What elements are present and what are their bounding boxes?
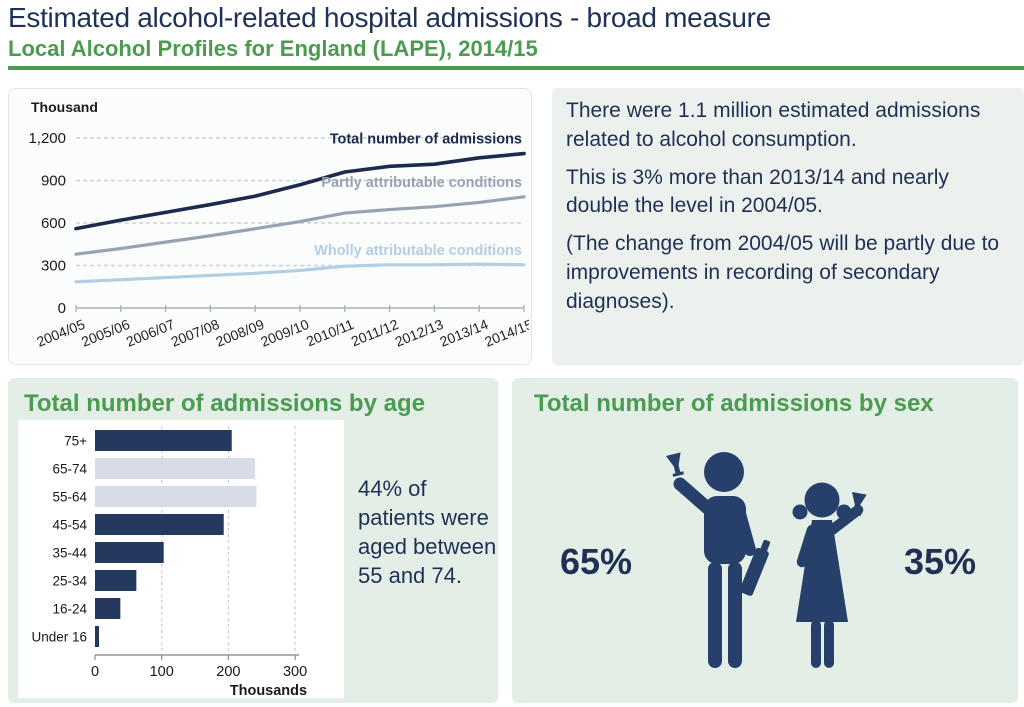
female-percentage: 35% <box>903 541 976 582</box>
svg-text:1,200: 1,200 <box>28 130 66 147</box>
svg-text:Under 16: Under 16 <box>31 630 87 645</box>
svg-text:300: 300 <box>283 664 307 680</box>
svg-text:35-44: 35-44 <box>52 546 87 561</box>
svg-text:2008/09: 2008/09 <box>213 316 266 350</box>
header-divider <box>8 66 1024 70</box>
admissions-trend-line-chart: 0 300 600 900 1,200 2004/052005/062006/072007… <box>28 130 529 350</box>
svg-text:55-64: 55-64 <box>52 490 87 505</box>
summary-panel: There were 1.1 million estimated admissi… <box>552 88 1024 365</box>
svg-text:Partly attributable conditions: Partly attributable conditions <box>321 175 522 191</box>
svg-text:2014/15: 2014/15 <box>482 316 529 350</box>
svg-text:2004/05: 2004/05 <box>34 316 87 350</box>
svg-text:2010/11: 2010/11 <box>304 316 356 349</box>
male-female-pictogram <box>666 452 867 668</box>
svg-text:900: 900 <box>41 173 66 190</box>
svg-text:Wholly attributable conditions: Wholly attributable conditions <box>314 243 522 259</box>
svg-text:2011/12: 2011/12 <box>349 316 401 349</box>
svg-text:2012/13: 2012/13 <box>393 316 446 350</box>
summary-paragraph-2: This is 3% more than 2013/14 and nearly … <box>566 165 949 218</box>
sex-panel: Total number of admissions by sex 65% 35… <box>512 378 1018 703</box>
svg-text:200: 200 <box>216 664 240 680</box>
page-title: Estimated alcohol-related hospital admis… <box>8 2 771 33</box>
svg-text:75+: 75+ <box>64 434 87 449</box>
svg-text:2005/06: 2005/06 <box>79 316 132 350</box>
page-subtitle: Local Alcohol Profiles for England (LAPE… <box>8 36 538 61</box>
svg-text:2013/14: 2013/14 <box>437 316 490 350</box>
age-bar-chart-box: 75+ 65-74 55-64 45-54 35-44 25-34 16-24 Under 1… <box>18 420 344 699</box>
male-percentage: 65% <box>560 541 633 582</box>
svg-text:65-74: 65-74 <box>52 462 87 477</box>
svg-text:Total number of admissions: Total number of admissions <box>330 132 522 148</box>
admissions-by-age-bar-chart: 75+ 65-74 55-64 45-54 35-44 25-34 16-24 Under 1… <box>31 426 307 699</box>
sex-panel-title: Total number of admissions by sex <box>534 390 934 417</box>
svg-text:2006/07: 2006/07 <box>124 316 177 350</box>
svg-text:100: 100 <box>150 664 174 680</box>
svg-text:300: 300 <box>41 258 66 275</box>
svg-text:25-34: 25-34 <box>52 574 87 589</box>
age-panel-title: Total number of admissions by age <box>24 390 425 417</box>
summary-paragraph-1: There were 1.1 million estimated admissi… <box>566 99 981 151</box>
age-note: 44% of patients were aged between 55 and… <box>358 476 497 589</box>
svg-text:0: 0 <box>58 300 66 317</box>
svg-text:16-24: 16-24 <box>52 602 87 617</box>
svg-text:Thousands: Thousands <box>230 683 307 698</box>
age-panel: Total number of admissions by age 75+ 65-… <box>8 378 498 703</box>
summary-paragraph-3: (The change from 2004/05 will be partly … <box>566 232 1000 313</box>
svg-text:0: 0 <box>91 664 99 680</box>
trend-chart-panel: Thousand 0 300 600 900 1,200 2004/05 2005/06 20… <box>8 88 532 365</box>
svg-text:600: 600 <box>41 215 66 232</box>
y-axis-unit-label: Thousand <box>31 99 98 115</box>
svg-text:2009/10: 2009/10 <box>258 316 311 350</box>
svg-text:2007/08: 2007/08 <box>169 316 222 350</box>
svg-text:45-54: 45-54 <box>52 518 87 533</box>
